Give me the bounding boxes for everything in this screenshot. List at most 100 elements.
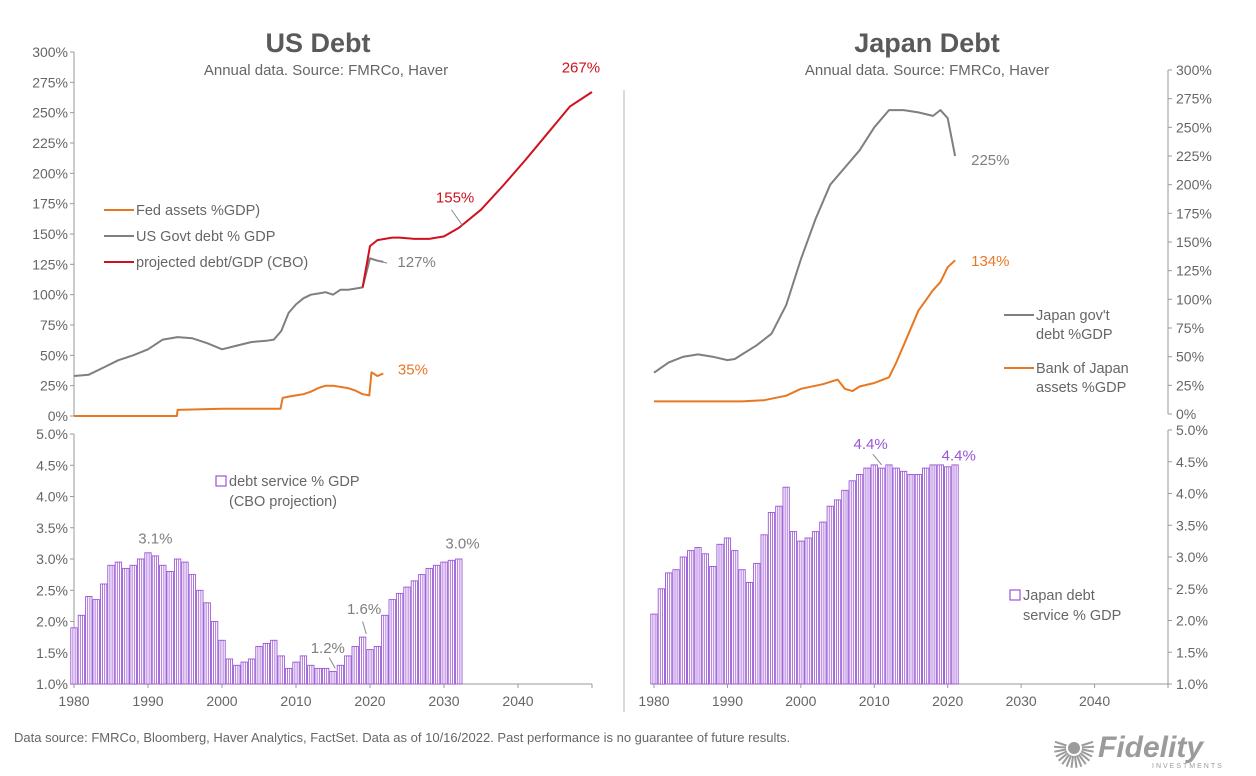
japan-bottom-bar bbox=[922, 467, 930, 685]
japan-bottom-bar bbox=[863, 467, 871, 685]
japan-bottom-bar bbox=[900, 470, 908, 685]
japan-bottom-bar bbox=[855, 474, 864, 685]
japan-top-y-tick-label: 75% bbox=[1176, 320, 1204, 336]
us-bottom-bar bbox=[218, 639, 226, 685]
us-bottom-y-tick-label: 2.5% bbox=[36, 582, 68, 598]
japan-bottom-y-tick-label: 4.0% bbox=[1176, 486, 1208, 502]
fidelity-logo: Fidelity INVESTMENTS bbox=[1053, 731, 1224, 770]
us-bottom-bar bbox=[329, 671, 337, 685]
us-top-annotation: 155% bbox=[436, 189, 474, 206]
us-bottom-bar bbox=[366, 649, 374, 685]
us-bottom-bar bbox=[321, 667, 330, 685]
japan-bottom-bar bbox=[819, 521, 827, 685]
japan-bottom-y-tick-label: 4.5% bbox=[1176, 454, 1208, 470]
japan-bottom-bar bbox=[944, 466, 952, 685]
fidelity-ray bbox=[1081, 740, 1094, 747]
us-bottom-bar bbox=[299, 655, 308, 685]
fidelity-ray bbox=[1057, 752, 1069, 762]
japan-top-y-tick-label: 100% bbox=[1176, 291, 1212, 307]
japan-bottom-bar bbox=[701, 553, 709, 685]
japan-bottom-bar bbox=[870, 464, 878, 685]
us-bottom-bar bbox=[440, 561, 448, 685]
us-bottom-bar bbox=[70, 627, 78, 685]
us-bottom-bar bbox=[410, 580, 419, 685]
japan-top-legend: Japan gov't debt %GDP Bank of Japan asse… bbox=[1004, 308, 1129, 396]
us-bottom-x-tick-label: 2000 bbox=[206, 693, 237, 709]
us-bottom-x-tick-label: 2010 bbox=[280, 693, 311, 709]
legend-label-debt-service: debt service % GDP bbox=[229, 474, 360, 490]
us-bottom-y-tick-label: 4.5% bbox=[36, 457, 68, 473]
us-bottom-bar bbox=[151, 555, 160, 685]
us-bottom-annotation: 3.1% bbox=[138, 530, 172, 547]
japan-bottom-bar bbox=[665, 572, 673, 685]
us-bottom-y-tick-label: 1.5% bbox=[36, 645, 68, 661]
us-top-annotation: 267% bbox=[562, 60, 600, 77]
us-top-y-tick-label: 125% bbox=[32, 256, 68, 272]
japan-bottom-bar bbox=[782, 486, 790, 685]
fidelity-ray bbox=[1054, 748, 1067, 753]
japan-bottom-bar bbox=[929, 464, 937, 685]
japan-bottom-y-tick-label: 3.5% bbox=[1176, 517, 1208, 533]
us-top-y-tick-label: 300% bbox=[32, 44, 68, 60]
japan-bottom-bar bbox=[679, 556, 687, 685]
us-bottom-bar bbox=[129, 564, 137, 685]
us-bottom-bar bbox=[166, 571, 174, 685]
legend-label-boj-1: Bank of Japan bbox=[1036, 361, 1129, 377]
us-bottom-bar bbox=[196, 589, 204, 685]
us-bottom-leader-1-2 bbox=[328, 657, 336, 669]
us-bottom-annotation: 1.6% bbox=[347, 601, 381, 618]
us-bottom-bar bbox=[255, 646, 263, 685]
legend-label-cbo-projection: (CBO projection) bbox=[229, 494, 337, 510]
us-top-leader-155 bbox=[450, 209, 463, 226]
legend-label-govt: US Govt debt % GDP bbox=[136, 229, 275, 245]
japan-bottom-bar bbox=[914, 474, 922, 685]
us-bottom-bar bbox=[388, 599, 396, 685]
us-bottom-y-tick-label: 4.0% bbox=[36, 489, 68, 505]
us-top-leader-127 bbox=[377, 260, 388, 264]
us-bottom-x-tick-label: 2040 bbox=[502, 693, 533, 709]
us-bottom-bar bbox=[403, 586, 411, 685]
japan-bottom-y-tick-label: 1.0% bbox=[1176, 676, 1208, 692]
us-bottom-bar bbox=[270, 639, 278, 685]
us-bottom-bar bbox=[344, 655, 352, 685]
us-bottom-x-tick-label: 1980 bbox=[58, 693, 89, 709]
japan-bottom-bar bbox=[723, 537, 732, 685]
us-top-y-tick-label: 200% bbox=[32, 165, 68, 181]
us-bottom-bar bbox=[425, 567, 433, 685]
us-bottom-x-tick-label: 1990 bbox=[132, 693, 163, 709]
us-bottom-bar bbox=[262, 642, 271, 685]
fidelity-subtext: INVESTMENTS bbox=[1152, 763, 1224, 770]
japan-top-y-tick-label: 50% bbox=[1176, 349, 1204, 365]
japan-bottom-bar bbox=[811, 531, 820, 685]
us-bottom-y-tick-label: 3.0% bbox=[36, 551, 68, 567]
us-bottom-bar bbox=[77, 614, 86, 685]
us-bottom-bar bbox=[247, 658, 256, 685]
us-bottom-bar bbox=[85, 596, 93, 685]
us-bottom-bar bbox=[358, 636, 367, 685]
us-bottom-bar bbox=[233, 664, 241, 685]
japan-bottom-annotation: 4.4% bbox=[854, 436, 888, 453]
us-bottom-bar bbox=[381, 614, 389, 685]
us-bottom-bar bbox=[188, 574, 197, 685]
japan-bottom-bar bbox=[716, 543, 724, 685]
us-top-y-tick-label: 175% bbox=[32, 196, 68, 212]
japan-bottom-bar bbox=[841, 489, 849, 685]
us-bottom-bar bbox=[395, 592, 404, 685]
japan-bottom-bar bbox=[885, 464, 893, 685]
japan-bottom-bar bbox=[797, 540, 805, 685]
japan-bottom-bar bbox=[650, 613, 658, 685]
us-top-legend: Fed assets %GDP) US Govt debt % GDP proj… bbox=[104, 203, 308, 271]
japan-bottom-bar bbox=[694, 547, 702, 685]
japan-bottom-legend: Japan debt service % GDP bbox=[1009, 588, 1121, 624]
japan-bottom-bar bbox=[907, 474, 915, 685]
footer-source-note: Data source: FMRCo, Bloomberg, Haver Ana… bbox=[14, 730, 791, 745]
us-top-y-tick-label: 75% bbox=[40, 317, 68, 333]
japan-bottom-bar bbox=[833, 499, 842, 685]
us-bottom-bar bbox=[92, 599, 100, 685]
japan-bottom-x-tick-label: 2020 bbox=[932, 693, 963, 709]
us-top-series-line bbox=[361, 91, 593, 288]
us-bottom-x-tick-label: 2020 bbox=[354, 693, 385, 709]
japan-top-y-tick-label: 175% bbox=[1176, 205, 1212, 221]
us-top-y-tick-label: 0% bbox=[48, 408, 68, 424]
